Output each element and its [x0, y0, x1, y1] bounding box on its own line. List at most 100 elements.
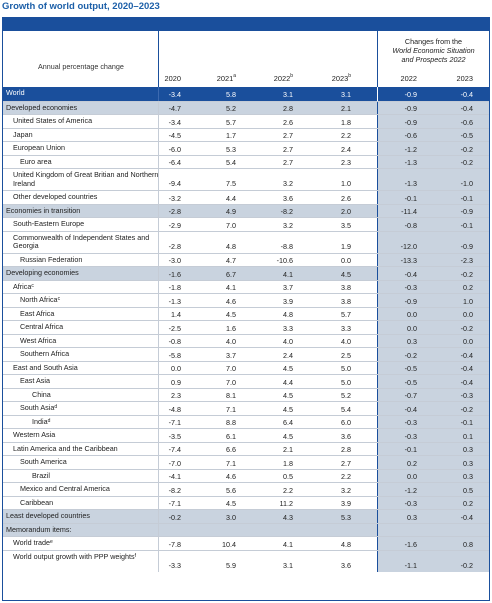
column-divider [377, 510, 378, 523]
value-cell: 5.6 [226, 485, 236, 495]
value-cell: -7.1 [168, 418, 181, 427]
column-divider [377, 375, 378, 388]
value-cell: -4.8 [168, 404, 181, 414]
table-header: Annual percentage change Changes from th… [3, 31, 489, 87]
column-divider [377, 334, 378, 347]
value-cell: 0.0 [341, 256, 351, 265]
value-cell: 3.7 [283, 283, 293, 292]
value-cell: 5.0 [341, 364, 351, 373]
comparison-shade [377, 442, 489, 455]
value-cell: 2.6 [283, 117, 293, 127]
value-cell: 11.2 [279, 499, 293, 508]
value-cell: 2.8 [341, 445, 351, 454]
comparison-shade [377, 348, 489, 361]
value-cell: 0.3 [407, 337, 417, 346]
value-cell: 4.5 [283, 391, 293, 400]
row-label: East and South Asia [13, 362, 78, 372]
value-cell: -0.8 [168, 337, 181, 346]
value-cell: 4.1 [283, 539, 293, 549]
value-cell: 3.1 [283, 89, 293, 99]
value-cell: -0.2 [460, 158, 473, 167]
year-header: 2022 [400, 74, 417, 83]
column-divider [377, 456, 378, 469]
comparison-shade [377, 218, 489, 231]
column-divider [377, 496, 378, 509]
table-row: Mexico and Central America -8.2 5.6 2.2 3.2 -… [3, 482, 489, 496]
value-cell: -0.4 [460, 104, 473, 113]
table-row: Least developed countries -0.2 3.0 4.3 5.3 0.… [3, 509, 489, 523]
comparison-shade [377, 456, 489, 469]
column-divider [158, 523, 159, 536]
value-cell: 7.0 [226, 220, 236, 230]
table-row: East and South Asia 0.0 7.0 4.5 5.0 -0.5 -0.4 [3, 360, 489, 374]
table-row: Indiad -7.1 8.8 6.4 6.0 -0.3 -0.1 [3, 414, 489, 428]
table-row: Japan -4.5 1.7 2.7 2.2 -0.6 -0.5 [3, 127, 489, 141]
header-divider [377, 31, 378, 87]
value-cell: 2.1 [341, 104, 351, 113]
value-cell: 4.1 [283, 269, 293, 279]
value-cell: 1.7 [226, 131, 236, 140]
value-cell: 0.2 [463, 283, 473, 292]
column-divider [377, 402, 378, 415]
comparison-shade [377, 483, 489, 496]
column-divider [158, 334, 159, 347]
value-cell: -0.4 [460, 364, 473, 373]
value-cell: 3.1 [341, 89, 351, 99]
column-divider [377, 115, 378, 128]
value-cell: 2.3 [171, 391, 181, 400]
year-header: 2022b [273, 73, 293, 83]
column-divider [377, 101, 378, 114]
value-cell: 2.2 [283, 485, 293, 495]
value-cell: 4.8 [283, 310, 293, 319]
column-divider [158, 496, 159, 509]
value-cell: -1.3 [404, 179, 417, 188]
value-cell: -10.6 [276, 256, 293, 265]
row-label: East Africa [20, 308, 55, 318]
value-cell: 3.9 [341, 499, 351, 508]
value-cell: 5.3 [226, 144, 236, 154]
column-divider [158, 155, 159, 168]
comparison-shade [377, 307, 489, 320]
value-cell: -8.8 [280, 241, 293, 251]
value-cell: 2.7 [341, 458, 351, 468]
value-cell: -0.1 [404, 445, 417, 454]
table-row: Euro area -6.4 5.4 2.7 2.3 -1.3 -0.2 [3, 154, 489, 168]
value-cell: -0.4 [460, 377, 473, 387]
value-cell: 5.4 [341, 404, 351, 414]
value-cell: -0.9 [460, 241, 473, 251]
value-cell: -0.4 [460, 89, 473, 99]
value-cell: -0.4 [460, 350, 473, 360]
value-cell: 1.4 [171, 310, 181, 319]
value-cell: 0.2 [407, 458, 417, 468]
value-cell: -0.6 [404, 131, 417, 140]
value-cell: 0.5 [283, 472, 293, 481]
value-cell: 5.2 [341, 391, 351, 400]
table-top-bar [2, 17, 490, 31]
column-divider [377, 429, 378, 442]
row-label: Japan [13, 129, 33, 139]
value-cell: 3.3 [341, 323, 351, 333]
value-cell: 0.0 [407, 472, 417, 481]
row-label: East Asia [20, 376, 50, 385]
comparison-shade [377, 115, 489, 128]
value-cell: 7.1 [226, 404, 236, 414]
value-cell: -0.5 [404, 377, 417, 387]
value-cell: -0.4 [460, 512, 473, 522]
value-cell: -0.1 [460, 193, 473, 203]
value-cell: -0.4 [404, 269, 417, 279]
table-row: South America -7.0 7.1 1.8 2.7 0.2 0.3 [3, 455, 489, 469]
row-label: Africac [13, 281, 34, 291]
value-cell: -0.3 [404, 418, 417, 427]
comparison-shade [377, 253, 489, 266]
comparison-shade [377, 155, 489, 168]
value-cell: -0.9 [460, 207, 473, 216]
value-cell: 0.3 [463, 472, 473, 481]
column-divider [158, 142, 159, 155]
row-label: Developed economies [6, 102, 78, 112]
year-header: 2020 [164, 74, 181, 83]
year-header: 2023b [331, 73, 351, 83]
value-cell: -0.5 [460, 131, 473, 140]
value-cell: -8.2 [168, 485, 181, 495]
column-divider [158, 361, 159, 374]
value-cell: 0.0 [407, 310, 417, 319]
